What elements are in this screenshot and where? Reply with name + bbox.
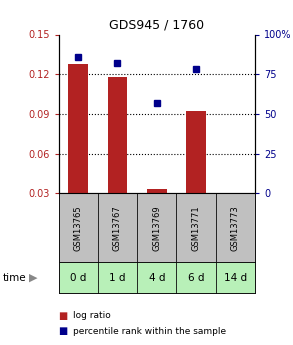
- Text: 6 d: 6 d: [188, 273, 204, 283]
- Bar: [186, 111, 206, 193]
- Bar: [68, 63, 88, 193]
- Text: 1 d: 1 d: [109, 273, 126, 283]
- Bar: [98, 262, 137, 293]
- Text: percentile rank within the sample: percentile rank within the sample: [73, 327, 226, 336]
- Bar: [147, 189, 166, 193]
- Text: GSM13771: GSM13771: [192, 205, 200, 250]
- Text: ▶: ▶: [29, 273, 38, 283]
- Text: ■: ■: [59, 311, 68, 321]
- Text: 0 d: 0 d: [70, 273, 86, 283]
- Text: 14 d: 14 d: [224, 273, 247, 283]
- Bar: [216, 262, 255, 293]
- Bar: [176, 193, 216, 262]
- Text: time: time: [3, 273, 27, 283]
- Bar: [137, 262, 176, 293]
- Bar: [108, 77, 127, 193]
- Bar: [176, 262, 216, 293]
- Bar: [216, 193, 255, 262]
- Bar: [59, 262, 98, 293]
- Title: GDS945 / 1760: GDS945 / 1760: [109, 19, 204, 32]
- Text: GSM13773: GSM13773: [231, 205, 240, 250]
- Text: 4 d: 4 d: [149, 273, 165, 283]
- Text: GSM13769: GSM13769: [152, 205, 161, 250]
- Text: GSM13767: GSM13767: [113, 205, 122, 250]
- Text: log ratio: log ratio: [73, 311, 111, 320]
- Bar: [98, 193, 137, 262]
- Bar: [59, 193, 98, 262]
- Text: ■: ■: [59, 326, 68, 336]
- Bar: [137, 193, 176, 262]
- Text: GSM13765: GSM13765: [74, 205, 83, 250]
